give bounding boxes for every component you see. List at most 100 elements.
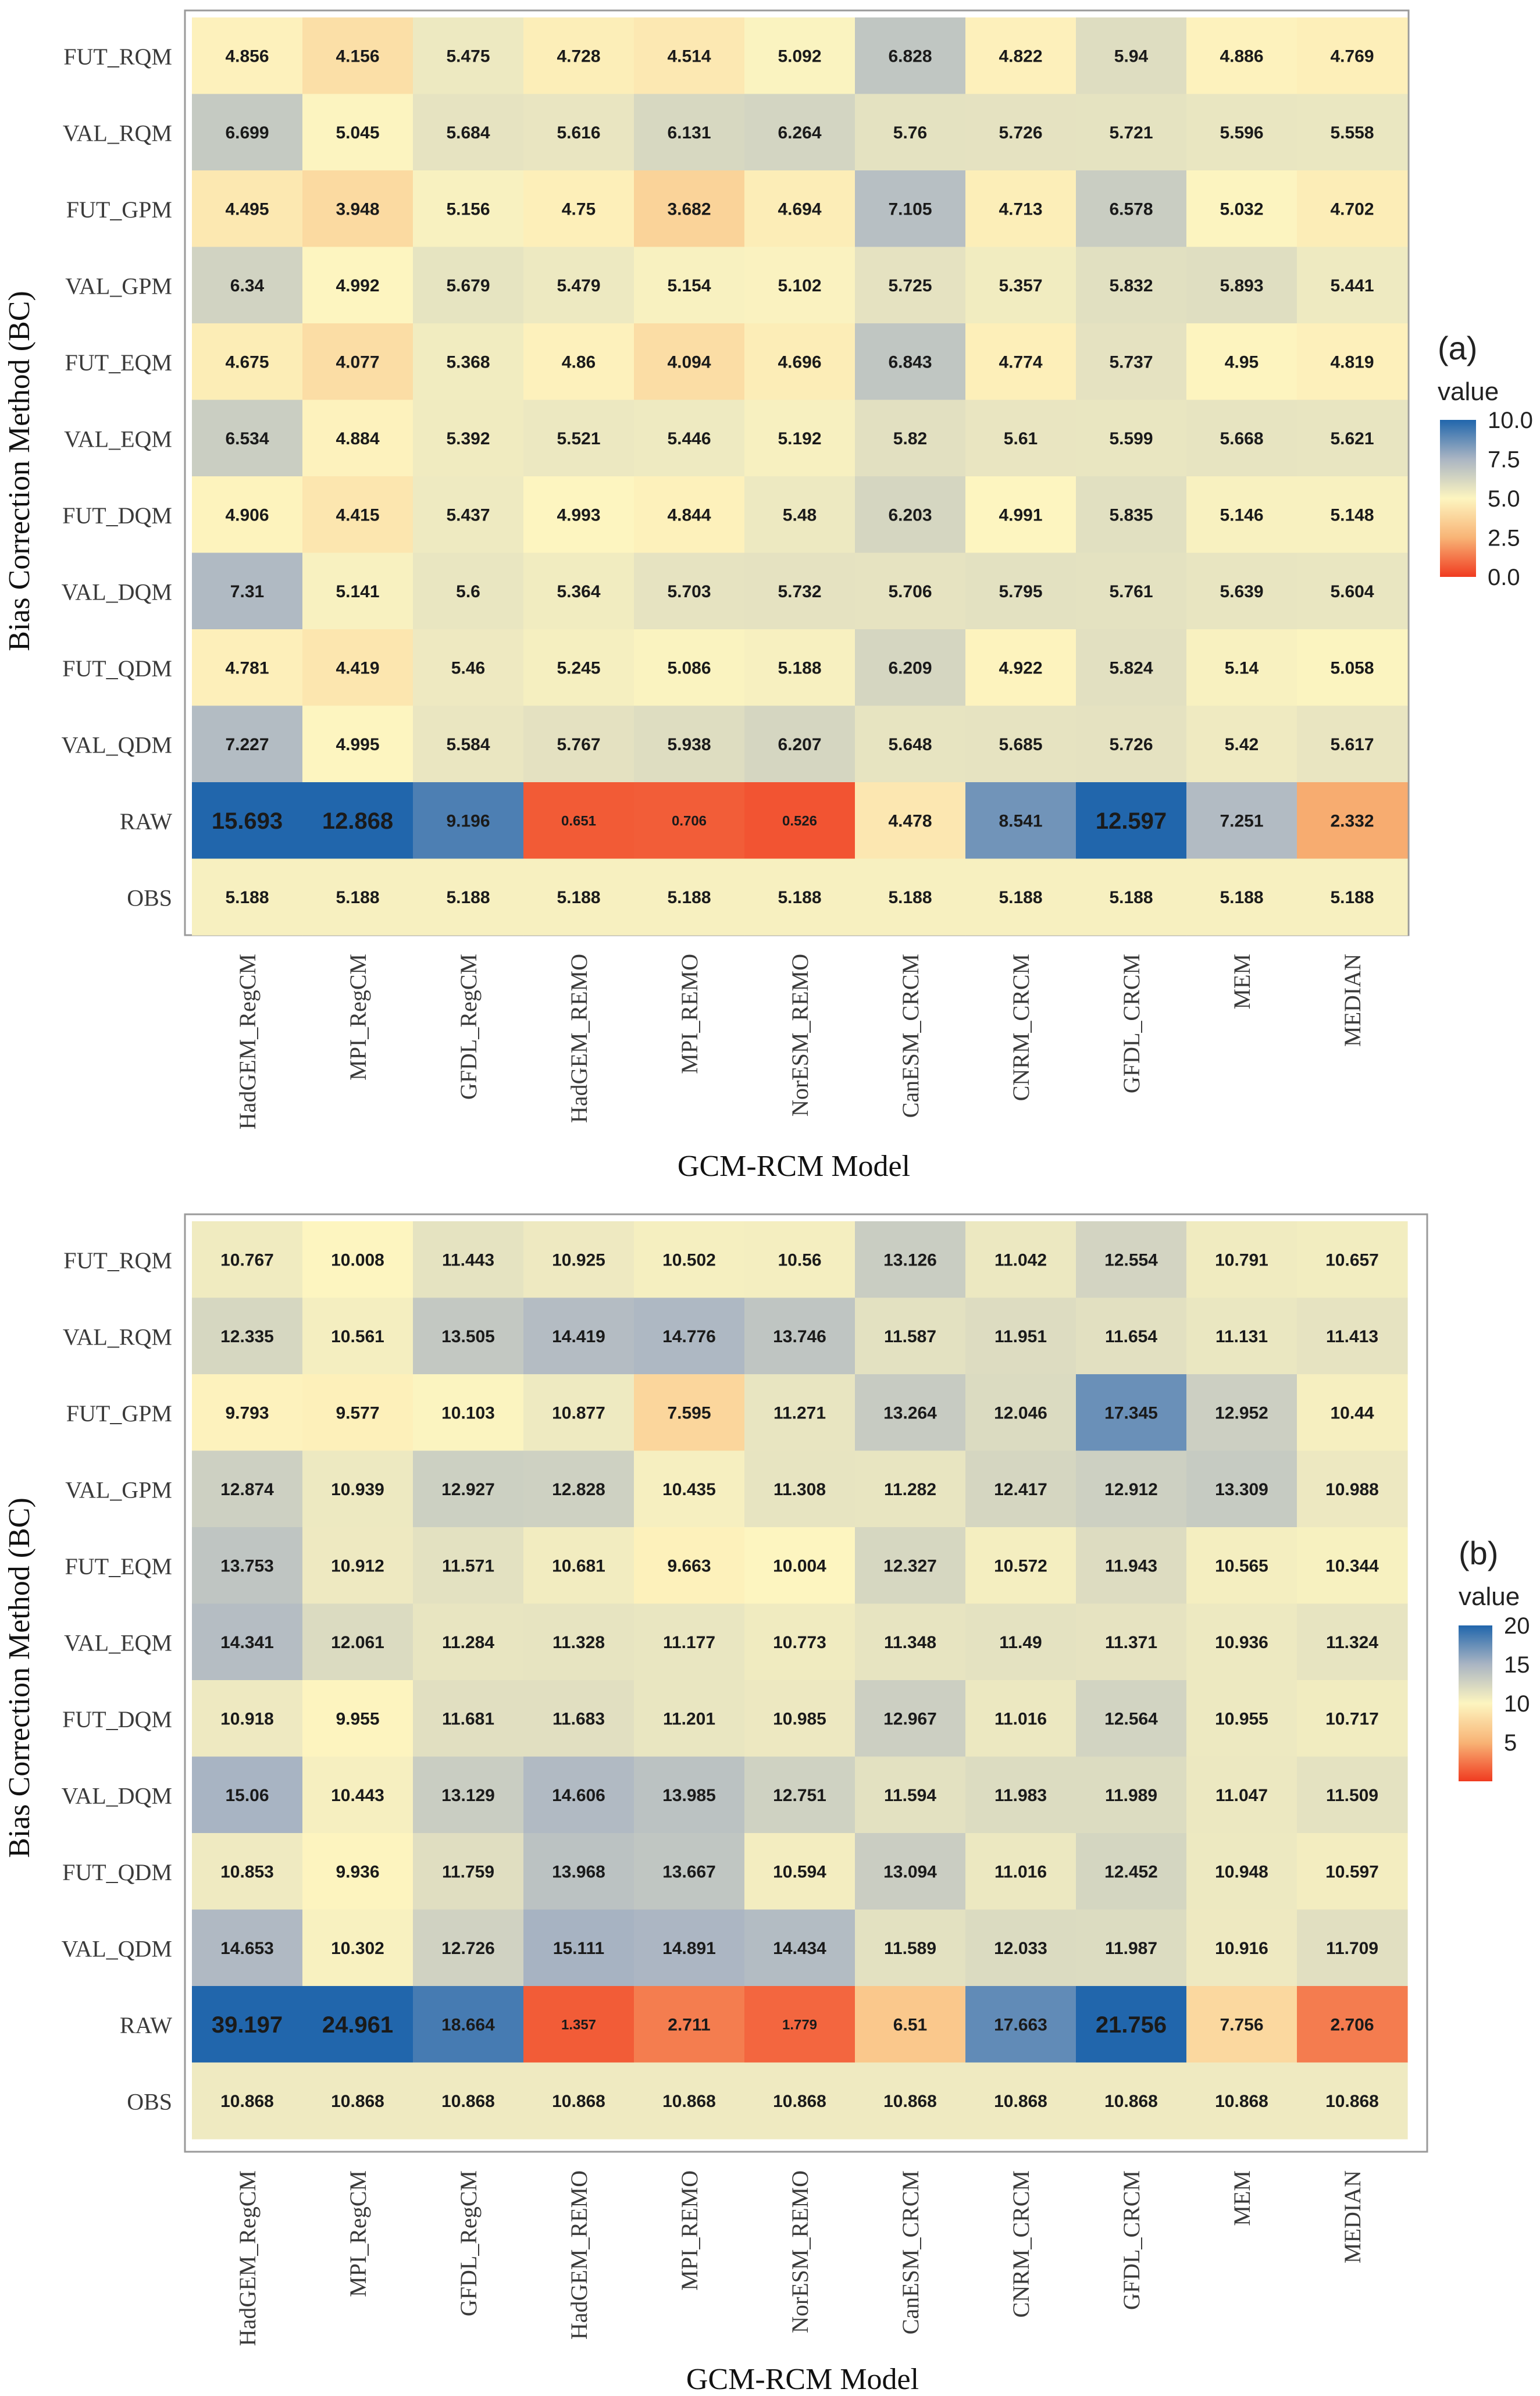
heatmap-cell	[413, 1603, 524, 1681]
heatmap-cell-label: 4.886	[1220, 47, 1263, 66]
heatmap-cell-label: 10.594	[773, 1863, 826, 1882]
heatmap-cell-label: 12.751	[773, 1786, 826, 1805]
heatmap-cell	[1076, 1833, 1187, 1910]
heatmap-cell	[302, 400, 413, 477]
heatmap-cell-label: 0.706	[672, 813, 707, 829]
y-tick-label: FUT_GPM	[66, 1400, 172, 1427]
heatmap-cell	[1297, 1297, 1408, 1375]
heatmap-cell	[634, 1833, 745, 1910]
heatmap-cell-label: 5.604	[1330, 582, 1374, 601]
heatmap-cell-label: 5.668	[1220, 429, 1263, 448]
heatmap-cell-label: 4.844	[667, 506, 711, 525]
heatmap-cell-label: 5.188	[778, 659, 821, 678]
heatmap-cell	[523, 1603, 634, 1681]
heatmap-cell-label: 5.156	[446, 200, 490, 219]
y-tick-label: VAL_EQM	[64, 1630, 172, 1656]
heatmap-cell	[634, 2062, 745, 2140]
heatmap-cell-label: 5.679	[446, 276, 490, 295]
x-tick-label: CNRM_CRCM	[1008, 2170, 1034, 2317]
heatmap-cell	[855, 1374, 966, 1452]
y-tick-label: FUT_DQM	[62, 1706, 172, 1732]
heatmap-cell-label: 5.188	[336, 888, 379, 907]
heatmap-cell	[192, 1450, 303, 1528]
heatmap-cell	[855, 1527, 966, 1605]
heatmap-cell-label: 5.684	[446, 123, 490, 142]
heatmap-cell	[192, 552, 303, 630]
heatmap-cell	[413, 1527, 524, 1605]
heatmap-cell-label: 12.726	[441, 1939, 495, 1958]
heatmap-cell-label: 9.196	[446, 812, 490, 831]
heatmap-cell-label: 5.154	[667, 276, 711, 295]
heatmap-cell	[1186, 17, 1297, 95]
heatmap-cell	[302, 1221, 413, 1299]
heatmap-cell	[302, 1909, 413, 1987]
heatmap-cell-label: 4.819	[1330, 353, 1374, 372]
heatmap-cell	[413, 552, 524, 630]
heatmap-cell-label: 12.033	[994, 1939, 1047, 1958]
heatmap-cell	[413, 858, 524, 936]
heatmap-cell-label: 4.514	[667, 47, 711, 66]
heatmap-cell	[1186, 552, 1297, 630]
heatmap-cell	[523, 323, 634, 401]
heatmap-cell	[1297, 476, 1408, 554]
heatmap-cell-label: 24.961	[322, 2012, 393, 2038]
heatmap-cell	[302, 552, 413, 630]
color-legend-b: (b) value 20 15 10 5	[1459, 1535, 1530, 1781]
heatmap-cell-label: 5.761	[1109, 582, 1153, 601]
heatmap-cell-label: 5.437	[446, 506, 490, 525]
heatmap-cell	[855, 629, 966, 707]
heatmap-cell	[302, 1986, 413, 2063]
heatmap-cell-label: 7.227	[225, 735, 269, 754]
heatmap-cell	[523, 858, 634, 936]
heatmap-cell	[1076, 629, 1187, 707]
heatmap-cell-label: 5.685	[999, 735, 1042, 754]
heatmap-cell	[634, 17, 745, 95]
heatmap-cell	[1186, 705, 1297, 783]
heatmap-cell	[413, 705, 524, 783]
y-tick-label: FUT_RQM	[63, 1247, 172, 1274]
heatmap-cell-label: 14.776	[662, 1327, 716, 1346]
heatmap-cell-label: 5.045	[336, 123, 379, 142]
heatmap-cell	[1186, 1833, 1297, 1910]
heatmap-cell	[1186, 1527, 1297, 1605]
heatmap-cell-label: 13.129	[441, 1786, 495, 1805]
heatmap-cell	[1186, 1603, 1297, 1681]
heatmap-cell-label: 5.188	[1330, 888, 1374, 907]
heatmap-cell	[965, 705, 1076, 783]
heatmap-cell	[855, 247, 966, 324]
x-tick-label: CanESM_CRCM	[897, 954, 924, 1118]
heatmap-cell-label: 14.606	[552, 1786, 605, 1805]
heatmap-cell-label: 12.327	[883, 1557, 937, 1576]
y-tick-label: VAL_EQM	[64, 426, 172, 452]
heatmap-cell-label: 5.357	[999, 276, 1042, 295]
heatmap-cell	[1186, 1680, 1297, 1757]
heatmap-cell-label: 9.955	[336, 1710, 379, 1729]
heatmap-cell-label: 6.131	[667, 123, 711, 142]
y-tick-label: VAL_RQM	[63, 120, 172, 146]
heatmap-cell-label: 10.916	[1215, 1939, 1268, 1958]
heatmap-cell	[302, 1450, 413, 1528]
heatmap-cell-label: 10.868	[441, 2092, 495, 2111]
heatmap-cell-label: 11.201	[663, 1710, 715, 1729]
heatmap-cell-label: 5.721	[1109, 123, 1153, 142]
heatmap-cell	[634, 782, 745, 860]
heatmap-cell	[192, 1756, 303, 1834]
x-tick-label: HadGEM_RegCM	[234, 954, 261, 1129]
y-tick-label: FUT_EQM	[65, 1553, 172, 1579]
heatmap-cell-label: 5.188	[1109, 888, 1153, 907]
heatmap-cell-label: 11.348	[884, 1633, 936, 1652]
heatmap-cell-label: 11.571	[442, 1557, 494, 1576]
heatmap-cell	[965, 858, 1076, 936]
heatmap-cell	[1186, 629, 1297, 707]
heatmap-cell	[744, 1909, 855, 1987]
heatmap-cell	[1186, 1909, 1297, 1987]
heatmap-cell	[965, 476, 1076, 554]
heatmap-cell	[192, 1986, 303, 2063]
heatmap-cell-label: 3.682	[667, 200, 711, 219]
heatmap-cell-label: 13.309	[1215, 1480, 1268, 1499]
heatmap-cell-label: 11.324	[1326, 1633, 1378, 1652]
heatmap-cell-label: 5.767	[557, 735, 600, 754]
heatmap-cell	[1076, 2062, 1187, 2140]
heatmap-cell-label: 5.141	[336, 582, 379, 601]
y-tick-label: FUT_QDM	[62, 655, 172, 682]
